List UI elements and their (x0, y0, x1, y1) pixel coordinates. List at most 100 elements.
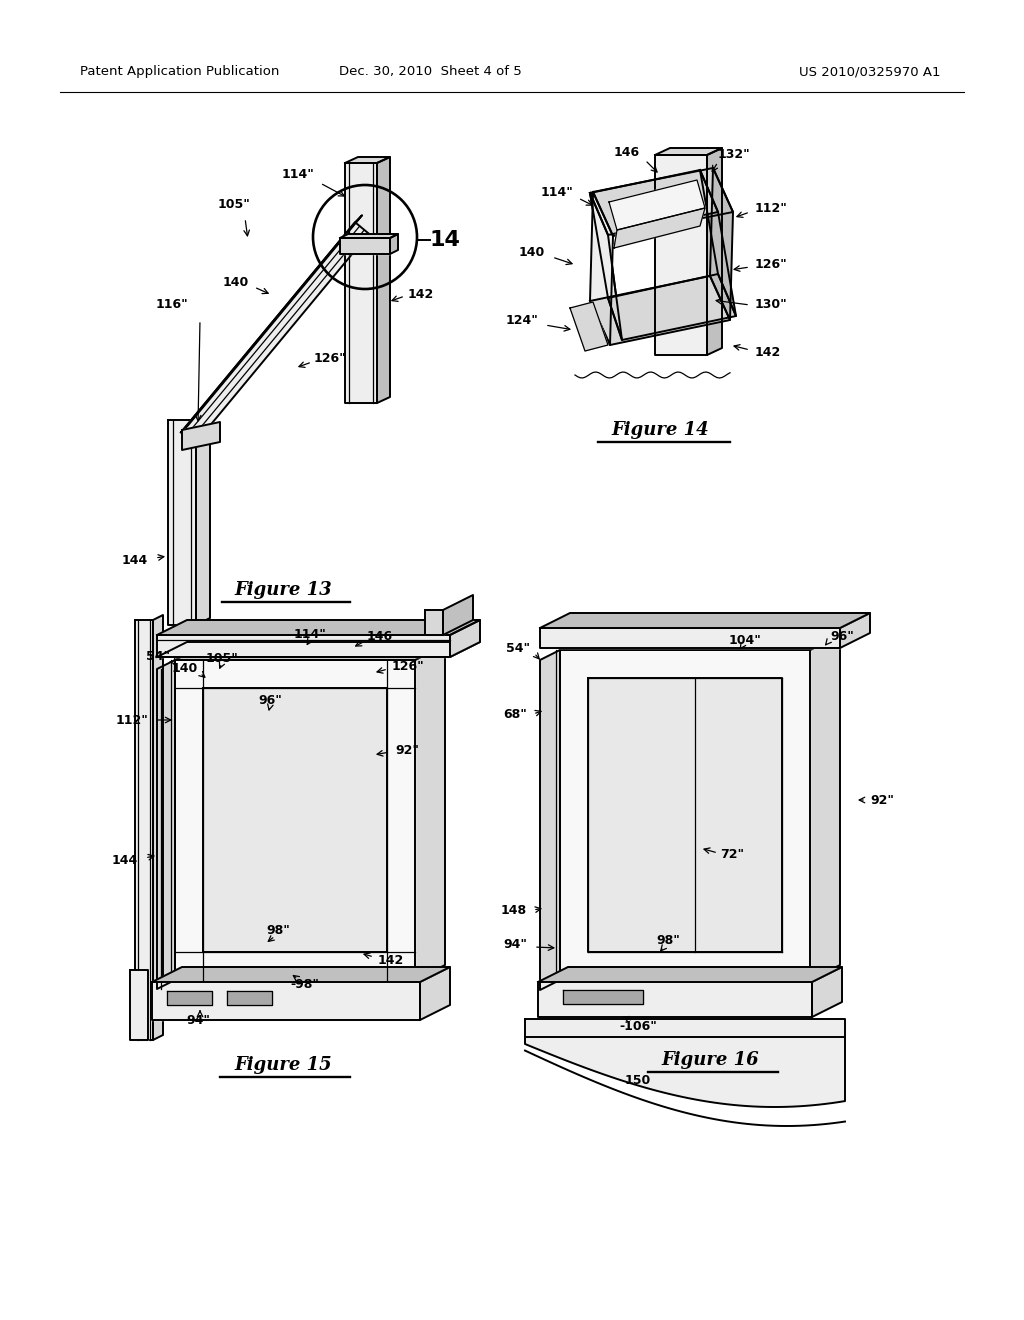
Text: 144: 144 (122, 553, 148, 566)
Text: 130": 130" (755, 298, 787, 312)
Polygon shape (167, 991, 212, 1005)
Text: 142: 142 (408, 289, 434, 301)
Text: 146: 146 (613, 145, 640, 158)
Polygon shape (560, 649, 810, 979)
Text: -98": -98" (291, 978, 319, 991)
Polygon shape (152, 982, 420, 1020)
Text: 72": 72" (720, 849, 744, 862)
Text: 112": 112" (755, 202, 787, 214)
Polygon shape (590, 170, 718, 235)
Polygon shape (525, 1019, 845, 1038)
Polygon shape (608, 275, 736, 341)
Text: Figure 13: Figure 13 (234, 581, 332, 599)
Polygon shape (540, 649, 560, 990)
Polygon shape (135, 620, 153, 1040)
Polygon shape (203, 688, 387, 952)
Text: 144: 144 (112, 854, 138, 866)
Polygon shape (425, 610, 443, 635)
Text: 132": 132" (718, 149, 751, 161)
Polygon shape (538, 968, 842, 982)
Polygon shape (227, 991, 272, 1005)
Polygon shape (345, 157, 390, 162)
Text: 105": 105" (206, 652, 239, 664)
Polygon shape (540, 628, 840, 648)
Polygon shape (593, 168, 733, 236)
Polygon shape (181, 222, 369, 444)
Text: 54": 54" (506, 642, 530, 655)
Polygon shape (345, 162, 377, 403)
Text: 105": 105" (218, 198, 251, 211)
Polygon shape (443, 595, 473, 635)
Text: Figure 15: Figure 15 (234, 1056, 332, 1074)
Text: Dec. 30, 2010  Sheet 4 of 5: Dec. 30, 2010 Sheet 4 of 5 (339, 66, 521, 78)
Polygon shape (415, 645, 445, 979)
Text: 148: 148 (501, 903, 527, 916)
Polygon shape (157, 620, 480, 635)
Polygon shape (175, 660, 415, 979)
Polygon shape (609, 180, 705, 230)
Polygon shape (525, 1038, 845, 1107)
Polygon shape (655, 148, 722, 154)
Polygon shape (614, 209, 705, 248)
Text: 98": 98" (266, 924, 290, 936)
Text: 142: 142 (755, 346, 781, 359)
Text: Figure 16: Figure 16 (662, 1051, 759, 1069)
Polygon shape (590, 191, 613, 345)
Polygon shape (700, 170, 736, 315)
Polygon shape (182, 422, 220, 450)
Text: 114": 114" (294, 628, 327, 642)
Text: US 2010/0325970 A1: US 2010/0325970 A1 (800, 66, 941, 78)
Text: 54": 54" (145, 651, 170, 664)
Text: 150: 150 (625, 1073, 651, 1086)
Polygon shape (130, 970, 148, 1040)
Text: 146: 146 (367, 630, 393, 643)
Text: 68": 68" (503, 709, 527, 722)
Polygon shape (570, 302, 608, 351)
Polygon shape (340, 234, 398, 238)
Text: 124": 124" (505, 314, 538, 326)
Text: 98": 98" (656, 933, 680, 946)
Polygon shape (181, 215, 362, 432)
Polygon shape (707, 148, 722, 355)
Text: 140: 140 (172, 661, 198, 675)
Text: Patent Application Publication: Patent Application Publication (80, 66, 280, 78)
Polygon shape (153, 615, 163, 1040)
Polygon shape (420, 968, 450, 1020)
Polygon shape (840, 612, 870, 648)
Polygon shape (390, 234, 398, 253)
Text: 94": 94" (503, 939, 527, 952)
Text: Figure 14: Figure 14 (611, 421, 709, 440)
Polygon shape (590, 193, 622, 341)
Text: 116": 116" (156, 298, 188, 312)
Text: 142: 142 (378, 953, 404, 966)
Text: 94": 94" (186, 1014, 210, 1027)
Polygon shape (157, 635, 450, 657)
Text: 140: 140 (519, 246, 545, 259)
Polygon shape (340, 238, 390, 253)
Polygon shape (655, 154, 707, 355)
Text: 126": 126" (392, 660, 425, 672)
Text: 112": 112" (115, 714, 148, 726)
Polygon shape (710, 168, 733, 319)
Text: 114": 114" (540, 186, 573, 199)
Text: 104": 104" (728, 634, 762, 647)
Polygon shape (450, 620, 480, 657)
Polygon shape (563, 990, 643, 1005)
Text: 114": 114" (282, 169, 314, 181)
Text: 126": 126" (755, 259, 787, 272)
Polygon shape (157, 642, 480, 657)
Text: 140: 140 (223, 276, 249, 289)
Polygon shape (168, 420, 196, 624)
Polygon shape (590, 276, 730, 345)
Polygon shape (588, 678, 782, 952)
Polygon shape (812, 968, 842, 1016)
Text: 92": 92" (395, 743, 419, 756)
Polygon shape (560, 635, 840, 649)
Polygon shape (175, 645, 445, 660)
Polygon shape (157, 660, 175, 989)
Polygon shape (196, 413, 210, 624)
Text: 92": 92" (870, 793, 894, 807)
Text: 126": 126" (314, 351, 347, 364)
Polygon shape (538, 982, 812, 1016)
Text: 96": 96" (830, 631, 854, 644)
